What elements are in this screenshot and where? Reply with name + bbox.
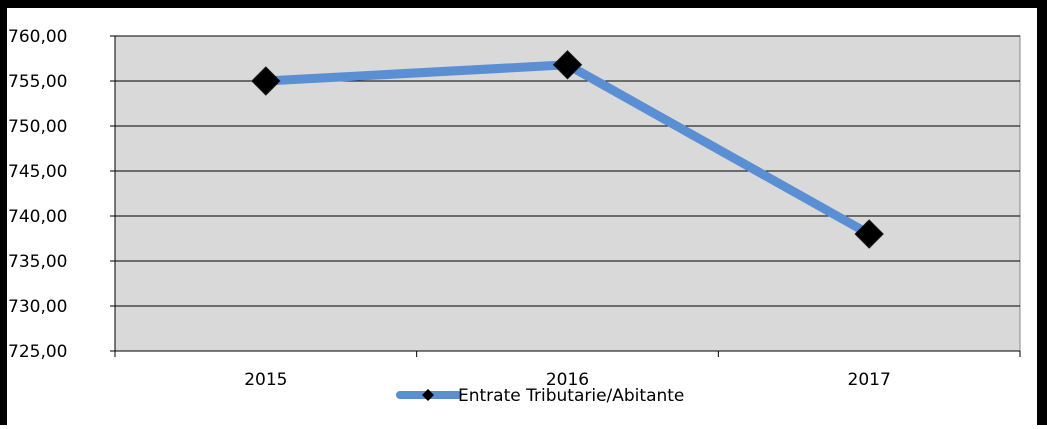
chart-frame-top [0,0,1047,8]
chart-frame-right [1037,0,1047,425]
y-tick-label: 735,00 [8,252,67,272]
x-tick-label: 2017 [848,370,891,390]
y-axis: 760,00 755,00 750,00 745,00 740,00 735,00 730,… [8,27,116,362]
chart-frame-left [0,0,7,425]
y-tick-label: 730,00 [8,297,67,317]
x-axis: 2015 2016 2017 [114,350,1021,390]
y-tick-label: 750,00 [8,117,67,137]
legend-diamond-marker [422,389,434,401]
x-tick-label: 2016 [546,370,589,390]
y-tick-label: 740,00 [8,207,67,227]
series-group [251,50,884,249]
legend: Entrate Tributarie/Abitante [396,386,684,406]
y-tick-label: 745,00 [8,162,67,182]
y-tick-label: 760,00 [8,27,67,47]
y-tick-label: 725,00 [8,342,67,362]
legend-label: Entrate Tributarie/Abitante [458,386,684,406]
data-point-marker [552,50,583,80]
x-tick-label: 2015 [244,370,287,390]
plot-area [114,35,1021,352]
data-point-marker [251,66,281,96]
y-tick-label: 755,00 [8,72,67,92]
data-point-marker [854,219,884,249]
